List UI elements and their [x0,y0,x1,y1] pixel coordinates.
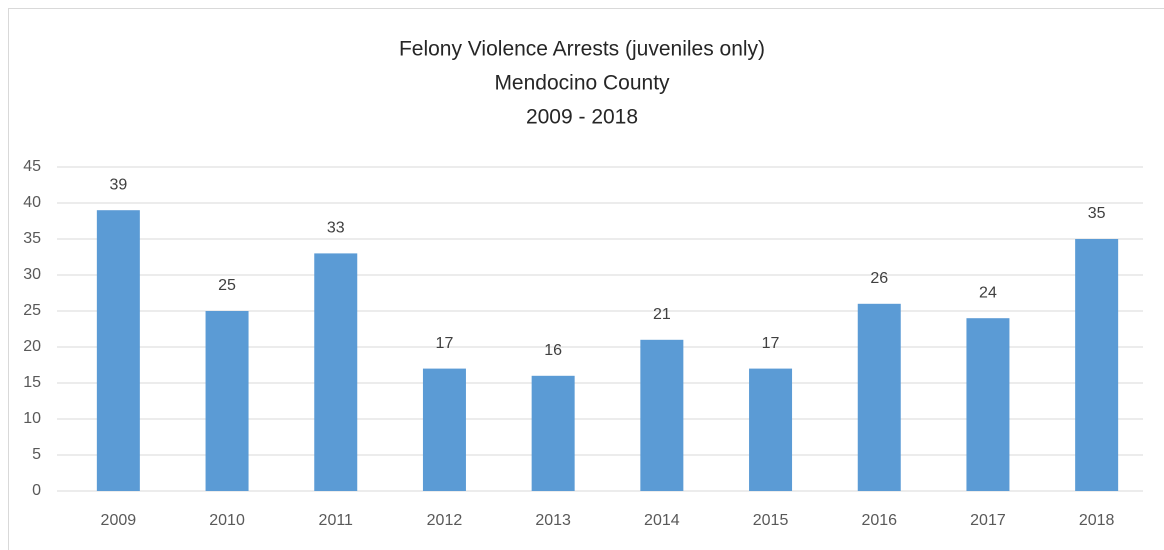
y-tick-label: 10 [23,410,41,427]
bar [749,368,793,491]
data-label: 25 [218,277,236,294]
x-tick-label: 2016 [861,512,897,529]
bar [966,318,1010,491]
chart-title: Felony Violence Arrests (juveniles only) [399,38,765,61]
y-tick-label: 20 [23,338,41,355]
x-tick-label: 2010 [209,512,245,529]
y-tick-label: 35 [23,230,41,247]
data-label: 39 [109,176,127,193]
y-tick-label: 25 [23,302,41,319]
x-tick-label: 2018 [1079,512,1115,529]
y-tick-label: 5 [32,446,41,463]
bar [96,210,140,491]
data-label: 33 [327,220,345,237]
bar [640,339,684,491]
x-tick-label: 2014 [644,512,680,529]
y-tick-label: 0 [32,482,41,499]
bar [314,253,358,491]
data-label: 24 [979,284,997,301]
y-tick-label: 45 [23,158,41,175]
bar [1075,239,1119,491]
bar [531,375,575,491]
x-tick-label: 2013 [535,512,571,529]
y-tick-label: 40 [23,194,41,211]
bar [205,311,249,491]
x-tick-label: 2012 [427,512,463,529]
x-tick-label: 2009 [101,512,137,529]
x-tick-label: 2017 [970,512,1006,529]
data-label: 16 [544,342,562,359]
data-label: 17 [762,335,780,352]
chart-subtitle: 2009 - 2018 [526,106,638,129]
data-label: 17 [436,335,454,352]
bar [422,368,466,491]
chart-subtitle: Mendocino County [494,72,670,95]
y-tick-label: 30 [23,266,41,283]
y-tick-label: 15 [23,374,41,391]
data-label: 26 [870,270,888,287]
data-label: 35 [1088,205,1106,222]
chart-border [8,8,1164,550]
data-label: 21 [653,306,671,323]
x-tick-label: 2011 [319,512,354,529]
bar [857,303,901,491]
x-tick-label: 2015 [753,512,789,529]
